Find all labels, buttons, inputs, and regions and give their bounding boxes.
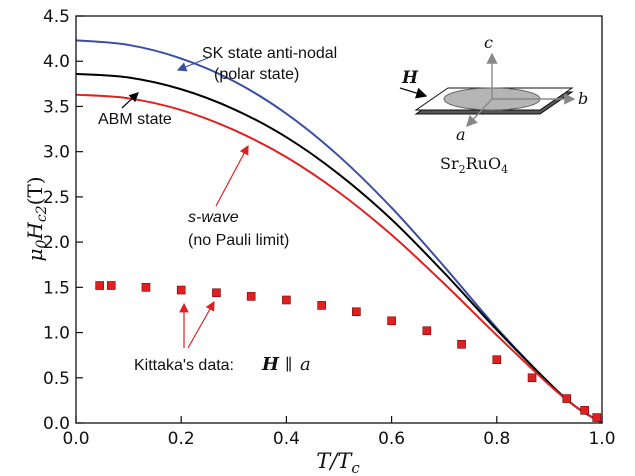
kittaka-data-point bbox=[527, 373, 537, 383]
series-layer bbox=[75, 39, 603, 424]
inset-label-h: H bbox=[401, 68, 419, 88]
marker-layer bbox=[95, 281, 602, 422]
inset-label-c: c bbox=[484, 33, 493, 52]
svg-text:∥: ∥ bbox=[285, 355, 292, 374]
y-tick-label: 3.0 bbox=[43, 143, 70, 163]
x-tick-label: 0.6 bbox=[378, 429, 405, 449]
y-tick-label: 1.5 bbox=[43, 278, 70, 298]
svg-text:Kittaka's data:: Kittaka's data: bbox=[134, 357, 234, 374]
kittaka-data-point bbox=[457, 340, 466, 349]
y-tick-label: 4.0 bbox=[43, 52, 70, 72]
swave-label-line2: (no Pauli limit) bbox=[188, 232, 289, 249]
y-tick-label: 4.5 bbox=[43, 7, 70, 27]
sk-label-line1: SK state anti-nodal bbox=[202, 45, 337, 62]
kittaka-data-point bbox=[246, 292, 256, 301]
kittaka-label: Kittaka's data: H ∥ a bbox=[134, 354, 311, 375]
kittaka-data-point bbox=[282, 295, 291, 305]
abm-arrow bbox=[121, 92, 139, 109]
y-tick-label: 2.0 bbox=[43, 233, 70, 253]
inset-compound: Sr2RuO4 bbox=[440, 154, 508, 176]
kittaka-arrow-2 bbox=[187, 300, 215, 349]
y-tick-label: 2.5 bbox=[43, 188, 70, 208]
kittaka-data-point bbox=[212, 288, 221, 298]
sk-label-line2: (polar state) bbox=[214, 66, 299, 83]
kittaka-data-point bbox=[562, 394, 572, 403]
inset-axis-a bbox=[466, 98, 493, 128]
svg-text:μ0Hc2(T): μ0Hc2(T) bbox=[23, 176, 50, 261]
x-tick-label: 0.2 bbox=[168, 429, 195, 449]
y-tick-label: 1.0 bbox=[43, 324, 70, 344]
swave-curve bbox=[75, 93, 603, 424]
plot-frame bbox=[75, 15, 603, 424]
x-tick-label: 0.8 bbox=[483, 429, 510, 449]
y-tick-label: 0.0 bbox=[43, 414, 70, 434]
svg-text:a: a bbox=[300, 354, 311, 375]
kittaka-data-point bbox=[580, 406, 589, 415]
kittaka-data-point bbox=[422, 326, 432, 336]
inset-label-a: a bbox=[456, 125, 466, 144]
kittaka-data-point bbox=[317, 301, 326, 310]
y-axis-label: μ0Hc2(T) bbox=[23, 176, 50, 261]
sk-arrow bbox=[176, 57, 209, 72]
kittaka-data-point bbox=[141, 283, 151, 292]
y-tick-label: 0.5 bbox=[43, 369, 70, 389]
ticks-layer: 0.0 0.2 0.4 0.6 0.8 1.0 0.0 0.5 1.0 1.5 2.0 2.5 3.0 3… bbox=[43, 7, 616, 449]
x-tick-label: 1.0 bbox=[588, 429, 615, 449]
kittaka-data-point bbox=[352, 307, 361, 317]
kittaka-data-point bbox=[95, 281, 104, 290]
kittaka-data-point bbox=[106, 281, 116, 290]
x-tick-label: 0.0 bbox=[62, 429, 89, 449]
svg-text:H: H bbox=[261, 354, 280, 375]
y-tick-label: 3.5 bbox=[43, 97, 70, 117]
kittaka-data-point bbox=[176, 285, 186, 295]
kittaka-data-point bbox=[592, 413, 602, 422]
inset-field-arrow bbox=[399, 87, 428, 99]
swave-label-line1: s-wave bbox=[188, 209, 239, 226]
x-axis-label: T/Tc bbox=[316, 449, 360, 476]
kittaka-data-point bbox=[492, 355, 502, 364]
kittaka-data-point bbox=[387, 316, 396, 326]
inset-schematic: c b a H Sr2RuO4 bbox=[399, 33, 588, 176]
inset-label-b: b bbox=[578, 89, 588, 108]
swave-arrow bbox=[215, 144, 249, 207]
x-tick-label: 0.4 bbox=[273, 429, 300, 449]
abm-state-curve bbox=[75, 72, 603, 424]
abm-label: ABM state bbox=[98, 111, 172, 128]
